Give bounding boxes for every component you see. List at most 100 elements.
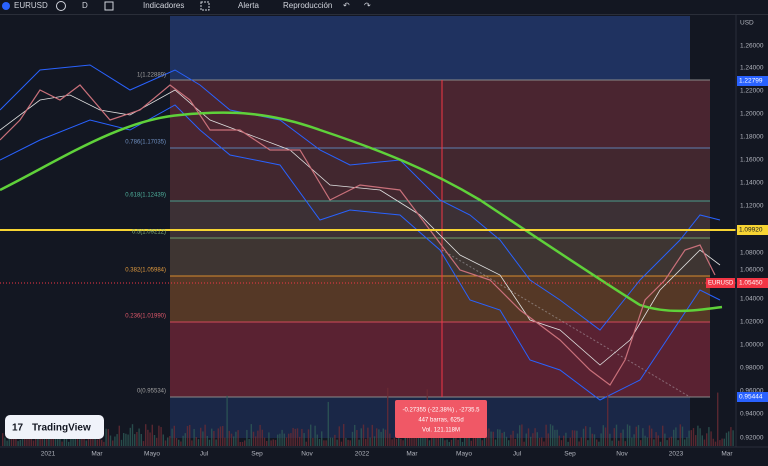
volume-bar <box>380 431 382 446</box>
redo[interactable]: ↷ <box>364 1 371 10</box>
volume-bar <box>534 428 536 446</box>
price-label: 1.08000 <box>740 250 764 257</box>
volume-bar <box>580 437 582 446</box>
volume-bar <box>470 440 472 446</box>
volume-bar <box>217 428 219 446</box>
volume-bar <box>494 439 497 446</box>
trend-line <box>441 249 691 398</box>
layouts[interactable] <box>200 1 210 11</box>
volume-bar <box>323 440 325 446</box>
volume-bar <box>358 439 360 446</box>
volume-bar <box>50 433 52 446</box>
logo-badge[interactable] <box>5 415 104 439</box>
volume-bar <box>13 437 15 446</box>
volume-bar <box>332 437 334 446</box>
volume-bar <box>607 392 609 446</box>
volume-bar <box>684 439 686 446</box>
volume-bar <box>554 429 556 446</box>
chart-type[interactable] <box>104 1 114 11</box>
volume-bar <box>697 425 699 446</box>
volume-bar <box>486 429 488 446</box>
volume-bar <box>250 424 252 446</box>
volume-bar <box>369 437 371 446</box>
volume-bar <box>382 428 384 446</box>
volume-bar <box>281 429 283 446</box>
volume-bar <box>505 436 508 446</box>
symbol[interactable]: EURUSD <box>14 1 48 10</box>
volume-bar <box>321 431 323 446</box>
volume-bar <box>681 426 684 446</box>
volume-bar <box>710 431 712 446</box>
alert[interactable]: Alerta <box>238 1 259 10</box>
volume-bar <box>195 437 197 446</box>
indicators[interactable]: Indicadores <box>143 1 184 10</box>
fib-band <box>170 276 710 322</box>
volume-bar <box>114 436 116 446</box>
volume-bar <box>123 433 125 446</box>
add-symbol[interactable] <box>56 1 66 11</box>
volume-bar <box>673 429 675 446</box>
volume-bar <box>527 428 530 446</box>
undo[interactable]: ↶ <box>343 1 350 10</box>
volume-bar <box>712 438 714 446</box>
volume-bar <box>96 439 98 446</box>
volume-bar <box>21 438 24 446</box>
measure-line-text: -0.27355 (-22.38%) , -2735.5 <box>402 408 480 414</box>
volume-bar <box>633 434 635 446</box>
volume-bar <box>723 438 725 446</box>
price-label: 1.16000 <box>740 157 764 164</box>
volume-bar <box>631 437 633 446</box>
measure-line-text: Vol. 121.118M <box>422 428 460 434</box>
volume-bar <box>169 436 171 446</box>
volume-bar <box>182 435 184 446</box>
volume-bar <box>420 435 422 446</box>
volume-bar <box>558 435 560 446</box>
fib-label: 0.618(1.12439) <box>125 193 166 199</box>
volume-bar <box>387 387 389 446</box>
volume-bar <box>338 426 340 446</box>
volume-bar <box>457 439 459 446</box>
volume-bar <box>112 440 114 446</box>
replay[interactable]: Reproducción <box>283 1 332 10</box>
logo[interactable]: TradingView <box>32 423 91 434</box>
volume-bar <box>239 441 241 446</box>
volume-bar <box>193 428 195 446</box>
volume-bar <box>464 435 466 446</box>
symbol-icon[interactable] <box>2 2 10 10</box>
volume-bar <box>200 427 202 446</box>
fib-band <box>170 322 710 397</box>
volume-bar <box>360 428 362 446</box>
volume-bar <box>367 427 369 446</box>
volume-bar <box>703 439 706 446</box>
time-label: Mayo <box>456 451 472 458</box>
volume-bar <box>692 428 695 446</box>
interval[interactable]: D <box>82 1 88 10</box>
volume-bar <box>48 433 50 446</box>
time-label: Nov <box>616 451 628 458</box>
volume-bar <box>646 437 648 446</box>
logo-mark: 17 <box>12 423 24 434</box>
volume-bar <box>270 440 272 446</box>
volume-bar <box>556 429 558 446</box>
volume-bar <box>307 429 310 446</box>
volume-bar <box>415 430 417 446</box>
volume-bar <box>211 428 213 446</box>
volume-bar <box>149 432 151 446</box>
volume-bar <box>501 432 503 446</box>
volume-bar <box>714 441 717 446</box>
volume-bar <box>310 424 312 446</box>
price-badge <box>737 278 768 288</box>
volume-bar <box>292 427 294 446</box>
price-badge <box>737 392 768 402</box>
price-label: 0.98000 <box>740 365 764 372</box>
volume-bar <box>61 441 63 446</box>
volume-bar <box>576 430 578 446</box>
measure-line-text: 447 barras, 625d <box>418 418 463 424</box>
volume-bar <box>266 440 268 446</box>
volume-bar <box>318 438 321 446</box>
volume-bar <box>305 441 307 446</box>
volume-bar <box>424 434 426 446</box>
volume-bar <box>17 441 19 446</box>
volume-bar <box>180 441 182 446</box>
